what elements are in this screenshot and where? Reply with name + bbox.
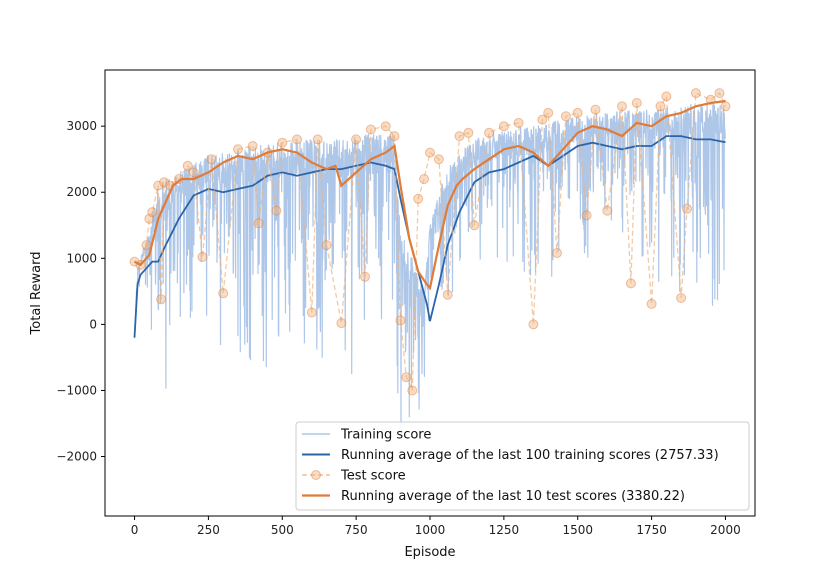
legend-label: Test score xyxy=(340,469,406,484)
test-score-point xyxy=(321,240,332,251)
test-score-point xyxy=(419,174,430,184)
test-score-point xyxy=(292,134,302,145)
test-score-point xyxy=(714,88,725,99)
x-axis-label: Episode xyxy=(404,545,455,560)
test-score-point xyxy=(233,144,243,155)
x-tick-label: 0 xyxy=(131,523,139,537)
test-score-point xyxy=(543,107,554,118)
test-score-point xyxy=(682,203,692,214)
legend: Training score Running average of the las… xyxy=(295,421,750,511)
legend-label: Training score xyxy=(340,428,431,443)
test-score-point xyxy=(602,205,613,216)
y-tick-label: −2000 xyxy=(56,450,97,464)
test-score-point xyxy=(413,193,424,204)
test-score-point xyxy=(661,91,672,102)
test-score-point xyxy=(351,134,362,145)
y-tick-label: −1000 xyxy=(56,383,97,397)
test-score-point xyxy=(646,298,657,309)
test-score-point xyxy=(247,141,258,151)
test-score-point xyxy=(676,293,687,303)
test-score-point xyxy=(147,207,158,218)
test-score-point xyxy=(159,177,170,188)
test-score-point xyxy=(560,111,571,122)
test-score-point xyxy=(631,98,642,108)
test-score-point xyxy=(360,271,370,282)
test-score-point xyxy=(425,147,435,158)
test-score-point xyxy=(141,240,152,251)
y-tick-label: 0 xyxy=(89,317,97,331)
test-score-point xyxy=(469,220,480,231)
test-score-point xyxy=(389,131,400,142)
legend-box xyxy=(295,421,750,511)
test-score-point xyxy=(336,318,347,329)
test-score-point xyxy=(253,218,264,229)
test-score-point xyxy=(513,117,524,128)
test-score-point xyxy=(312,134,323,145)
test-score-point xyxy=(442,289,453,300)
test-score-point xyxy=(407,385,418,396)
y-tick-label: 2000 xyxy=(66,185,97,199)
test-score-point xyxy=(581,210,592,221)
test-score-point xyxy=(463,127,474,138)
test-score-point xyxy=(144,213,155,224)
test-score-point xyxy=(572,107,583,118)
legend-label: Running average of the last 10 test scor… xyxy=(341,489,685,504)
test-score-point xyxy=(617,101,627,112)
test-score-point xyxy=(271,205,282,216)
x-axis-ticks: 0 250 500 750 1000 1250 1500 1750 2000 xyxy=(131,516,741,537)
test-score-point xyxy=(590,104,601,115)
y-axis-ticks: −2000 −1000 0 1000 2000 3000 xyxy=(56,119,105,464)
test-score-point xyxy=(365,124,376,135)
test-score-point xyxy=(306,307,317,318)
legend-label: Running average of the last 100 training… xyxy=(341,448,719,463)
test-score-point xyxy=(655,101,666,112)
test-score-point xyxy=(218,288,229,299)
test-score-point xyxy=(484,127,495,138)
test-score-point xyxy=(454,131,465,142)
test-score-point xyxy=(380,121,391,132)
test-score-point xyxy=(528,319,539,330)
x-tick-label: 1500 xyxy=(562,523,593,537)
x-tick-label: 500 xyxy=(271,523,294,537)
test-score-point xyxy=(395,315,406,326)
test-score-point xyxy=(277,137,288,148)
test-score-point xyxy=(690,88,701,99)
test-average-line xyxy=(133,99,726,291)
test-score-point xyxy=(498,121,509,132)
test-score-point xyxy=(188,167,199,178)
x-tick-label: 1000 xyxy=(415,523,446,537)
test-score-point xyxy=(153,180,164,191)
test-score-point xyxy=(537,114,548,125)
test-score-point xyxy=(552,248,562,258)
test-score-point xyxy=(206,154,217,165)
series-layer xyxy=(129,88,731,440)
test-score-point xyxy=(720,101,731,112)
test-score-point xyxy=(401,372,412,383)
test-score-point xyxy=(197,252,208,262)
test-score-point xyxy=(182,160,193,171)
x-tick-label: 750 xyxy=(345,523,368,537)
x-tick-label: 1750 xyxy=(636,523,667,537)
x-tick-label: 1250 xyxy=(489,523,520,537)
test-score-point xyxy=(433,154,444,165)
x-tick-label: 2000 xyxy=(710,523,741,537)
test-score-point xyxy=(156,294,167,305)
y-axis-label: Total Reward xyxy=(29,252,44,336)
legend-marker xyxy=(311,470,321,480)
y-tick-label: 1000 xyxy=(66,251,97,265)
test-score-point xyxy=(625,278,636,289)
y-tick-label: 3000 xyxy=(66,119,97,133)
x-tick-label: 250 xyxy=(197,523,220,537)
